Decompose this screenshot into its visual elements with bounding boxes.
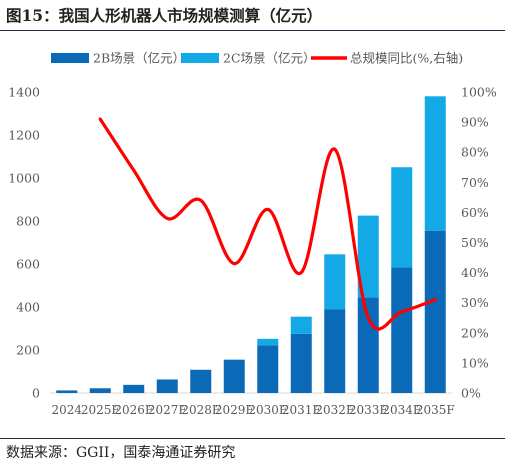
x-tick-label: 2032F xyxy=(315,403,354,417)
bar-2b-2028F xyxy=(190,369,212,393)
bar-2b-2032F xyxy=(324,309,346,393)
bar-2b-2024 xyxy=(56,390,78,393)
x-tick-label: 2029F xyxy=(215,403,254,417)
x-tick-label: 2026F xyxy=(114,403,153,417)
bar-2c-2034F xyxy=(391,167,413,268)
y-left-tick-label: 200 xyxy=(16,343,40,358)
bar-2c-2032F xyxy=(324,254,346,310)
title-rule xyxy=(0,30,505,31)
y-right-tick-label: 10% xyxy=(461,355,489,370)
y-right-tick-label: 90% xyxy=(461,115,489,130)
x-tick-label: 2028F xyxy=(181,403,220,417)
bar-2b-2027F xyxy=(156,379,178,393)
legend-label-2b: 2B场景（亿元） xyxy=(93,51,185,66)
bar-2c-2035F xyxy=(424,96,446,231)
y-right-tick-label: 60% xyxy=(461,205,489,220)
bar-2b-2034F xyxy=(391,267,413,393)
source-note: 数据来源：GGII，国泰海通证券研究 xyxy=(6,445,236,461)
y-right-tick-label: 100% xyxy=(461,85,497,100)
y-left-tick-label: 1000 xyxy=(8,171,40,186)
y-right-tick-label: 80% xyxy=(461,145,489,160)
y-right-tick-label: 20% xyxy=(461,325,489,340)
y-right-tick-label: 0% xyxy=(461,386,481,401)
legend-swatch-2c xyxy=(181,53,219,63)
bar-2b-2035F xyxy=(424,230,446,393)
bar-2b-2029F xyxy=(223,359,245,393)
x-tick-label: 2034F xyxy=(382,403,421,417)
y-right-tick-label: 30% xyxy=(461,295,489,310)
y-left-tick-label: 0 xyxy=(32,386,40,401)
y-left-tick-label: 600 xyxy=(16,257,40,272)
y-left-tick-label: 1200 xyxy=(8,128,40,143)
footer-rule xyxy=(0,438,505,439)
x-tick-label: 2025F xyxy=(81,403,120,417)
bar-2c-2033F xyxy=(357,215,379,298)
y-left-tick-label: 400 xyxy=(16,300,40,315)
x-tick-label: 2024 xyxy=(51,403,82,417)
figure-title: 图15：我国人形机器人市场规模测算（亿元） xyxy=(6,6,323,25)
x-tick-label: 2027F xyxy=(148,403,187,417)
y-left-tick-label: 1400 xyxy=(8,85,40,100)
y-left-tick-label: 800 xyxy=(16,214,40,229)
y-right-tick-label: 50% xyxy=(461,235,489,250)
bar-2c-2031F xyxy=(290,316,312,334)
legend-label-yoy: 总规模同比(%,右轴) xyxy=(350,51,463,66)
bar-2b-2033F xyxy=(357,297,379,393)
yoy-growth-line xyxy=(98,117,437,331)
bar-2c-2030F xyxy=(257,338,279,346)
bar-2b-2025F xyxy=(89,388,111,393)
bar-2b-2030F xyxy=(257,345,279,393)
x-tick-label: 2033F xyxy=(349,403,388,417)
x-tick-label: 2031F xyxy=(282,403,321,417)
bar-2b-2026F xyxy=(123,384,145,393)
legend-label-2c: 2C场景（亿元） xyxy=(223,51,316,66)
y-right-tick-label: 70% xyxy=(461,175,489,190)
bar-2b-2031F xyxy=(290,333,312,393)
x-tick-label: 2035F xyxy=(416,403,455,417)
legend-swatch-2b xyxy=(51,53,89,63)
y-right-tick-label: 40% xyxy=(461,265,489,280)
x-tick-label: 2030F xyxy=(248,403,287,417)
